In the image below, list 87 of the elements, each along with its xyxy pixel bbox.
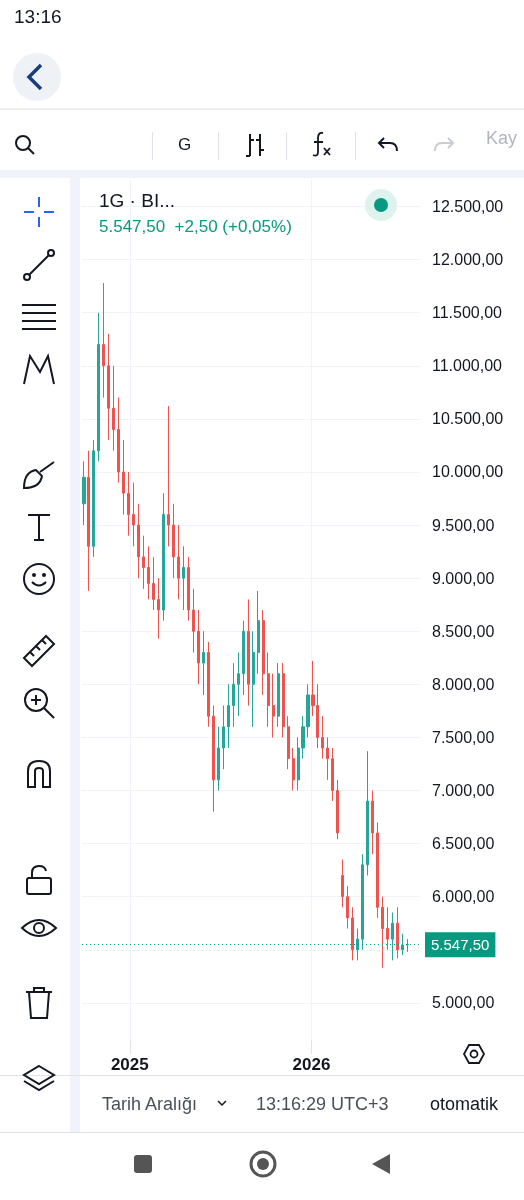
candlestick bbox=[142, 535, 145, 590]
candlestick bbox=[162, 492, 165, 622]
candlestick bbox=[351, 906, 354, 961]
candlestick bbox=[222, 705, 225, 770]
candlestick bbox=[331, 747, 334, 802]
candlestick bbox=[262, 609, 265, 696]
candlestick bbox=[401, 933, 404, 956]
text: 1G · BI... bbox=[99, 190, 176, 211]
x-tick-label: 2025 bbox=[110, 1055, 149, 1074]
y-tick-label: 12.500,00 bbox=[432, 198, 504, 216]
candlestick bbox=[132, 482, 135, 547]
candlestick bbox=[237, 651, 240, 717]
y-tick-label: 10.500,00 bbox=[432, 410, 504, 428]
candlestick bbox=[406, 938, 409, 953]
candlestick bbox=[336, 779, 339, 840]
y-tick-label: 11.000,00 bbox=[432, 357, 503, 375]
text: Tarih Aralığı bbox=[102, 1094, 198, 1115]
candlestick bbox=[282, 662, 285, 738]
y-tick-label: 7.500,00 bbox=[432, 728, 495, 746]
y-tick-label: 12.000,00 bbox=[432, 251, 504, 269]
y-tick-label: 6.500,00 bbox=[432, 835, 495, 853]
candlestick bbox=[381, 896, 384, 969]
candlestick bbox=[152, 556, 155, 611]
candlestick bbox=[376, 821, 379, 919]
y-tick-label: 7.000,00 bbox=[432, 781, 495, 799]
candlestick bbox=[192, 588, 195, 653]
candlestick bbox=[356, 928, 359, 961]
candlestick bbox=[112, 365, 115, 452]
candlestick bbox=[232, 662, 235, 728]
candlestick bbox=[82, 460, 86, 526]
x-tick-label: 2026 bbox=[292, 1055, 331, 1074]
candlestick bbox=[167, 405, 170, 547]
candlestick bbox=[257, 590, 260, 675]
y-tick-label: 5.000,00 bbox=[432, 994, 495, 1012]
candlestick bbox=[252, 630, 255, 728]
ref-line-label: 5.547,50 bbox=[431, 936, 490, 954]
y-tick-label: 8.000,00 bbox=[432, 675, 495, 693]
candlestick bbox=[102, 282, 105, 399]
candlestick bbox=[172, 503, 175, 579]
candlestick bbox=[182, 545, 185, 611]
candlestick bbox=[247, 598, 250, 707]
candlestick bbox=[361, 853, 364, 951]
candlestick bbox=[137, 503, 140, 579]
candlestick bbox=[396, 906, 399, 959]
text: 13:16:29 UTC+3 bbox=[256, 1094, 389, 1115]
y-tick-label: 10.000,00 bbox=[432, 463, 504, 481]
candlestick bbox=[107, 333, 110, 441]
y-tick-label: 9.500,00 bbox=[432, 516, 495, 534]
candlestick bbox=[242, 620, 245, 696]
candlestick bbox=[92, 439, 95, 558]
candlestick bbox=[341, 859, 344, 908]
candlestick bbox=[117, 397, 120, 484]
y-tick-label: 9.000,00 bbox=[432, 569, 495, 587]
text: 5.547,50 +2,50 (+0,05%) bbox=[99, 217, 292, 236]
candlestick bbox=[267, 651, 270, 728]
candlestick bbox=[371, 789, 374, 855]
candlestick bbox=[212, 705, 215, 813]
candlestick bbox=[386, 906, 389, 951]
candlestick bbox=[157, 577, 160, 640]
candlestick bbox=[292, 747, 295, 791]
candlestick bbox=[127, 471, 130, 537]
text: G bbox=[178, 135, 192, 155]
candlestick bbox=[197, 609, 200, 685]
candlestick bbox=[202, 630, 205, 696]
y-tick-label: 8.500,00 bbox=[432, 622, 495, 640]
candlestick bbox=[122, 439, 125, 515]
text: Kay bbox=[486, 128, 518, 149]
y-tick-label: 6.000,00 bbox=[432, 888, 495, 906]
y-tick-label: 11.500,00 bbox=[432, 304, 503, 322]
candlestick bbox=[97, 312, 100, 462]
candlestick bbox=[177, 524, 180, 600]
candlestick bbox=[147, 545, 150, 600]
candlestick bbox=[287, 715, 290, 770]
candlestick bbox=[87, 450, 90, 592]
candlestick bbox=[272, 673, 275, 738]
candlestick bbox=[217, 726, 220, 791]
text: otomatik bbox=[430, 1094, 499, 1115]
candlestick bbox=[366, 750, 369, 876]
text: 13:16 bbox=[14, 6, 62, 28]
candlestick bbox=[321, 715, 324, 760]
candlestick bbox=[277, 662, 280, 728]
candlestick bbox=[207, 641, 210, 728]
candlestick bbox=[326, 736, 329, 781]
candlestick bbox=[187, 556, 190, 622]
candlestick bbox=[391, 912, 394, 961]
candlestick bbox=[346, 885, 349, 930]
candlestick bbox=[227, 683, 230, 749]
